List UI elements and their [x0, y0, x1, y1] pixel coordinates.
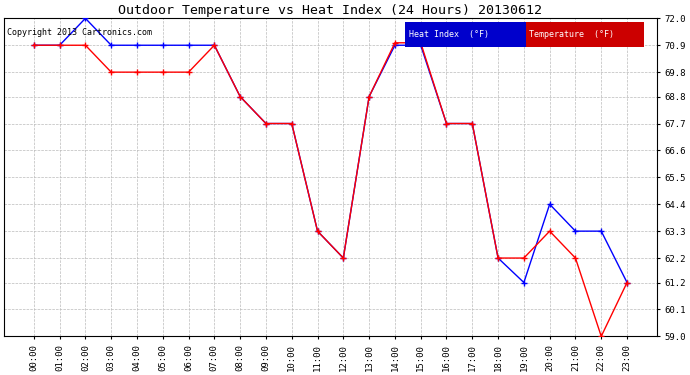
FancyBboxPatch shape: [406, 21, 526, 47]
Text: Heat Index  (°F): Heat Index (°F): [408, 30, 489, 39]
Title: Outdoor Temperature vs Heat Index (24 Hours) 20130612: Outdoor Temperature vs Heat Index (24 Ho…: [119, 4, 542, 17]
Text: Temperature  (°F): Temperature (°F): [529, 30, 615, 39]
Text: Copyright 2013 Cartronics.com: Copyright 2013 Cartronics.com: [8, 28, 152, 37]
FancyBboxPatch shape: [526, 21, 644, 47]
